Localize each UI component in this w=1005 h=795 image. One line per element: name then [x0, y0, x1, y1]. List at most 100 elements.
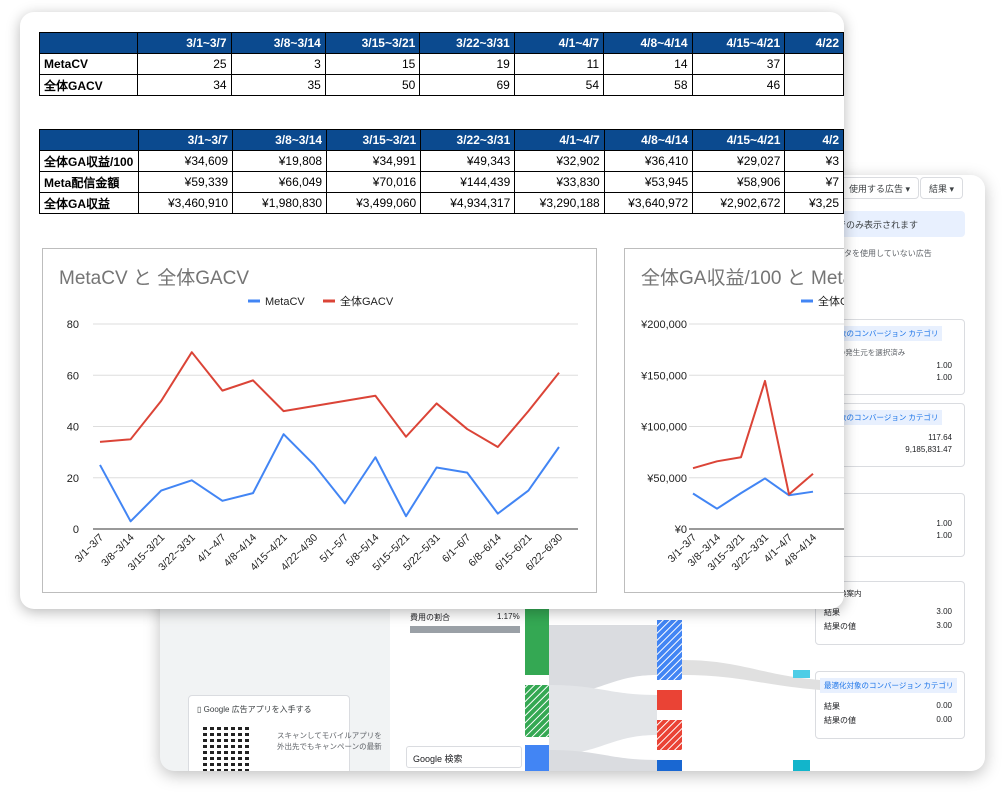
cv-line-chart[interactable]: MetaCV と 全体GACV 0 20 40 60 80 3/1~3/7 3/8~3/14… [42, 248, 597, 593]
sankey-node [525, 607, 549, 675]
table-cell[interactable]: ¥4,934,317 [420, 192, 516, 214]
table-cell[interactable]: 15 [324, 53, 421, 75]
row-label-cell[interactable]: Meta配信金額 [39, 171, 139, 193]
table-row: 全体GACV 34 35 50 69 54 58 46 [39, 74, 844, 96]
table-cell[interactable]: ¥7 [784, 171, 844, 193]
row-label-cell[interactable]: MetaCV [39, 53, 138, 75]
table-cell[interactable]: 25 [136, 53, 232, 75]
table-cell[interactable]: ¥49,343 [420, 150, 516, 172]
table-cell[interactable]: 14 [603, 53, 693, 75]
corner-cell[interactable] [39, 129, 139, 151]
table-row: Meta配信金額 ¥59,339 ¥66,049 ¥70,016 ¥144,439 ¥33… [39, 171, 844, 193]
results-dropdown[interactable]: 結果 ▾ [920, 177, 964, 199]
column-header[interactable]: 3/1~3/7 [137, 129, 234, 151]
table-cell[interactable]: 35 [230, 74, 326, 96]
table-cell[interactable]: 69 [419, 74, 515, 96]
revenue-table: 3/1~3/7 3/8~3/14 3/15~3/21 3/22~3/31 4/1~4/7… [39, 129, 844, 214]
column-header[interactable]: 3/15~3/21 [326, 129, 422, 151]
y-tick-label: 20 [67, 473, 79, 485]
table-cell[interactable]: 54 [513, 74, 605, 96]
column-header[interactable]: 4/1~4/7 [514, 129, 605, 151]
table-cell[interactable]: ¥34,609 [137, 150, 234, 172]
conversion-box-5[interactable]: 最適化対象のコンバージョン カテゴリ 結果 0.00 結果の値 0.00 [815, 671, 965, 739]
column-header[interactable]: 3/8~3/14 [232, 129, 328, 151]
corner-cell[interactable] [39, 32, 138, 54]
column-header[interactable]: 4/2 [784, 129, 844, 151]
column-header[interactable]: 4/15~4/21 [692, 129, 786, 151]
table-cell[interactable]: ¥70,016 [326, 171, 422, 193]
y-tick-label: ¥200,000 [640, 319, 687, 331]
table-cell[interactable]: ¥2,902,672 [692, 192, 786, 214]
table-cell[interactable]: 11 [513, 53, 605, 75]
column-header[interactable]: 3/15~3/21 [324, 32, 421, 54]
table-cell[interactable]: ¥3,25 [784, 192, 844, 214]
cv-chart-svg: 0204060803/1~3/73/8~3/143/15~3/213/22~3/… [67, 294, 578, 573]
table-cell[interactable]: ¥34,991 [326, 150, 422, 172]
table-cell[interactable]: ¥33,830 [514, 171, 605, 193]
revenue-chart-svg: ¥0¥50,000¥100,000¥150,000¥200,0003/1~3/7… [640, 294, 844, 573]
table-cell[interactable]: ¥53,945 [603, 171, 694, 193]
column-header[interactable]: 4/22 [784, 32, 844, 54]
table-cell[interactable]: ¥36,410 [603, 150, 694, 172]
table-cell[interactable]: 34 [136, 74, 232, 96]
series-line-1 [99, 351, 560, 448]
table-cell[interactable]: ¥19,808 [232, 150, 328, 172]
y-tick-label: 40 [67, 422, 79, 434]
column-header[interactable]: 4/1~4/7 [513, 32, 605, 54]
chevron-down-icon: ▾ [949, 184, 955, 194]
table-row: 全体GA収益 ¥3,460,910 ¥1,980,830 ¥3,499,060 ¥4,9… [39, 192, 844, 214]
table-cell[interactable]: 58 [603, 74, 693, 96]
row-label-cell[interactable]: 全体GA収益/100 [39, 150, 139, 172]
phone-icon: ▯ [197, 705, 202, 714]
table-cell[interactable]: 50 [324, 74, 421, 96]
table-cell[interactable]: ¥32,902 [514, 150, 605, 172]
conversion-category-tag: 化対象のコンバージョン カテゴリ [820, 326, 943, 341]
table-cell[interactable]: ¥3,290,188 [514, 192, 605, 214]
conversion-category-tag: 最適化対象のコンバージョン カテゴリ [820, 678, 958, 693]
google-search-label[interactable]: Google 検索 [406, 746, 522, 768]
table-cell[interactable]: ¥3,640,972 [603, 192, 694, 214]
ads-used-dropdown-label: 使用する広告 [849, 184, 904, 194]
table-cell[interactable]: ¥3,499,060 [326, 192, 422, 214]
column-header[interactable]: 4/15~4/21 [691, 32, 786, 54]
box-row: 1.00 [936, 361, 952, 370]
box-row: 1.00 [936, 519, 952, 528]
cv-table: 3/1~3/7 3/8~3/14 3/15~3/21 3/22~3/31 4/1~4/7… [39, 32, 844, 96]
table-cell[interactable]: ¥59,339 [137, 171, 234, 193]
column-header[interactable]: 3/8~3/14 [230, 32, 326, 54]
column-header[interactable]: 4/8~4/14 [603, 32, 693, 54]
sankey-node [793, 670, 810, 678]
table-cell[interactable]: 37 [691, 53, 786, 75]
sankey-node [657, 690, 682, 710]
table-cell[interactable]: 19 [419, 53, 515, 75]
sankey-flow [549, 685, 657, 755]
table-cell[interactable]: ¥66,049 [232, 171, 328, 193]
column-header[interactable]: 4/8~4/14 [603, 129, 694, 151]
table-cell[interactable]: 3 [230, 53, 326, 75]
column-header[interactable]: 3/1~3/7 [136, 32, 232, 54]
revenue-line-chart[interactable]: 全体GA収益/100 と Meta ¥0 ¥50,000 ¥100,000 ¥150,… [624, 248, 844, 593]
box-row: 結果の値 0.00 [824, 715, 952, 725]
sankey-node [657, 720, 682, 750]
table-cell[interactable]: ¥29,027 [692, 150, 786, 172]
sankey-node [793, 760, 810, 771]
table-header-row: 3/1~3/7 3/8~3/14 3/15~3/21 3/22~3/31 4/1~4/7… [39, 32, 844, 54]
table-cell[interactable]: ¥3,460,910 [137, 192, 234, 214]
table-cell[interactable] [784, 53, 844, 75]
row-label-cell[interactable]: 全体GACV [39, 74, 138, 96]
table-cell[interactable]: ¥58,906 [692, 171, 786, 193]
table-cell[interactable]: ¥144,439 [420, 171, 516, 193]
column-header[interactable]: 3/22~3/31 [419, 32, 515, 54]
row-label-cell[interactable]: 全体GA収益 [39, 192, 139, 214]
column-header[interactable]: 3/22~3/31 [420, 129, 516, 151]
table-cell[interactable] [784, 74, 844, 96]
box-row: 9,185,831.47 [905, 445, 952, 454]
info-notice: 数でのみ表示されます [820, 211, 965, 237]
table-cell[interactable]: ¥1,980,830 [232, 192, 328, 214]
chart-title: 全体GA収益/100 と Meta [641, 268, 844, 289]
table-cell[interactable]: 46 [691, 74, 786, 96]
table-cell[interactable]: ¥3 [784, 150, 844, 172]
cost-share-label: 費用の割合 [410, 613, 450, 622]
table-row: MetaCV 25 3 15 19 11 14 37 [39, 53, 844, 75]
cost-share-value: 1.17% [497, 612, 520, 621]
